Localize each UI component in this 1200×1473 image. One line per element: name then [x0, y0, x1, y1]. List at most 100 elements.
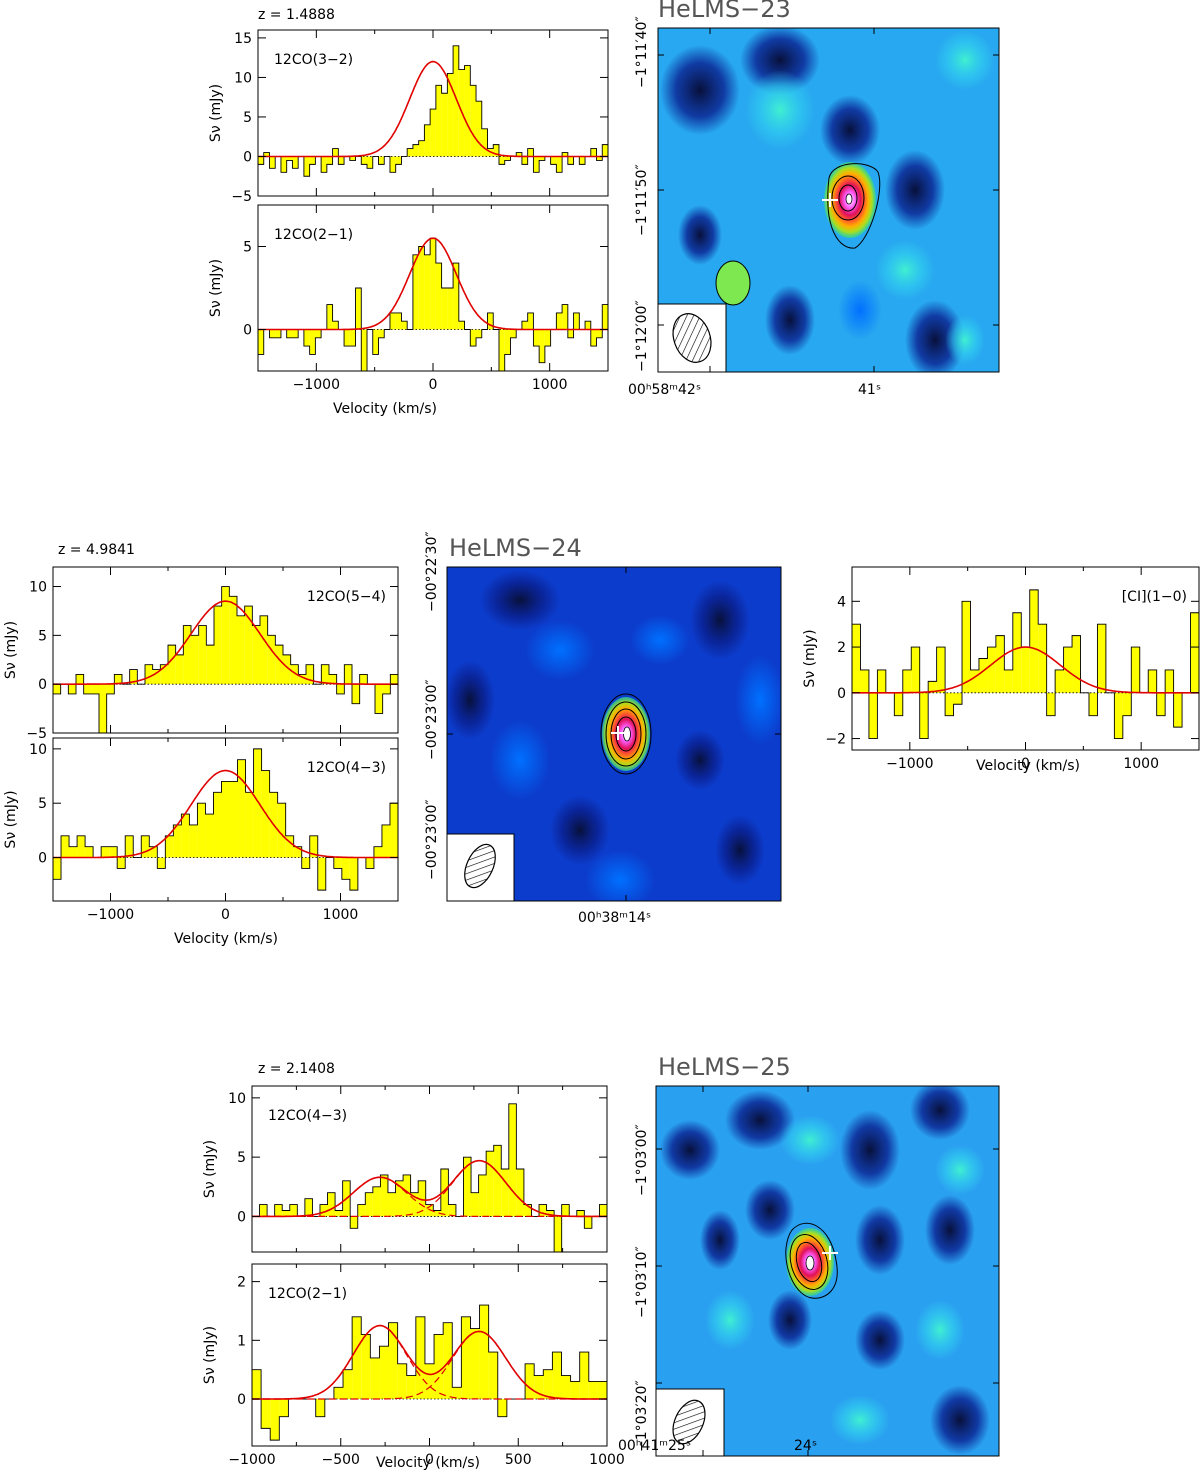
channel-bar — [327, 1192, 336, 1217]
line-label: 12CO(2−1) — [274, 227, 353, 243]
source-name-2: HeLMS−24 — [449, 534, 582, 562]
channel-bar — [303, 329, 310, 347]
x-tick-label: −500 — [322, 1452, 360, 1468]
channel-bar — [552, 1352, 562, 1400]
channel-bar — [245, 792, 254, 858]
x-tick-label: −1000 — [228, 1452, 275, 1468]
channel-bar — [415, 1316, 425, 1400]
channel-bar — [501, 1169, 509, 1217]
channel-bar — [189, 824, 198, 858]
channel-bar — [395, 156, 402, 165]
channel-bar — [1063, 647, 1073, 693]
channel-bar — [389, 156, 396, 173]
channel-bar — [99, 684, 107, 733]
channel-bar — [1122, 692, 1132, 716]
x-tick-label: 1000 — [532, 377, 568, 393]
channel-bar — [279, 1399, 289, 1417]
x-tick-label: 0 — [1021, 756, 1030, 772]
channel-bar — [395, 1180, 404, 1217]
channel-bar — [381, 824, 390, 858]
channel-bar — [378, 329, 385, 338]
y-tick-label: 10 — [234, 70, 252, 86]
channel-bar — [441, 93, 448, 157]
channel-bar — [286, 156, 293, 161]
channel-bar — [283, 654, 291, 685]
y-tick-label: 0 — [243, 323, 252, 339]
channel-bar — [373, 846, 382, 858]
channel-bar — [987, 647, 996, 693]
channel-bar — [534, 1375, 544, 1400]
channel-bar — [274, 1204, 283, 1217]
y-tick-label: 0 — [38, 677, 47, 693]
y-tick-label: 4 — [837, 594, 846, 610]
fit-component-2 — [252, 1330, 607, 1400]
channel-bar — [350, 1216, 358, 1229]
line-label: 12CO(5−4) — [307, 589, 386, 605]
y-axis-label: Sν (mJy) — [202, 1140, 218, 1198]
beam-ellipse-2 — [464, 843, 496, 889]
channel-bar — [584, 1216, 592, 1229]
channel-bar — [191, 635, 199, 685]
channel-bar — [319, 1204, 328, 1217]
channel-bar — [270, 1399, 280, 1441]
channel-bar — [359, 674, 368, 685]
channel-bar — [289, 1204, 298, 1217]
channel-bar — [497, 1399, 507, 1417]
channel-bar — [597, 1381, 607, 1400]
beam-ellipse-1 — [672, 313, 712, 363]
channel-bar — [378, 156, 385, 165]
channel-bar — [336, 684, 345, 694]
gaussian-fit — [852, 646, 1199, 694]
channel-bar — [349, 857, 358, 891]
channel-bar — [562, 304, 568, 330]
channel-bar — [372, 1186, 381, 1217]
channel-bar — [282, 1210, 290, 1217]
channel-bar — [539, 156, 545, 161]
channel-bar — [275, 329, 281, 338]
channel-bar — [252, 1369, 262, 1400]
channel-bar — [229, 596, 237, 685]
channel-bar — [309, 835, 318, 858]
channel-bar — [588, 1381, 598, 1400]
channel-bar — [434, 1334, 444, 1400]
redshift-label-1: z = 1.4888 — [258, 7, 335, 23]
channel-bar — [341, 857, 350, 880]
channel-bar — [479, 1305, 489, 1400]
channel-bar — [919, 692, 929, 739]
channel-bar — [1088, 692, 1098, 716]
channel-bar — [476, 101, 482, 157]
channel-bar — [61, 835, 70, 858]
channel-bar — [561, 1204, 570, 1217]
channel-bar — [410, 1192, 419, 1217]
dec-tick-2a: −00°22′30″ — [424, 531, 440, 612]
dec-tick-2b: −00°23′00″ — [424, 679, 440, 760]
x-tick-label: 500 — [505, 1452, 532, 1468]
channel-bar — [1029, 589, 1039, 693]
y-tick-label: 2 — [237, 1275, 246, 1291]
channel-bar — [418, 140, 425, 157]
channel-bar — [252, 625, 260, 685]
y-axis-label: Sν (mJy) — [208, 84, 224, 142]
channel-bar — [424, 1363, 435, 1400]
line-label: 12CO(3−2) — [274, 52, 353, 68]
channel-bar — [205, 814, 214, 858]
channel-bar — [382, 684, 391, 694]
channel-bar — [418, 246, 425, 330]
channel-bar — [550, 156, 557, 165]
channel-bar — [573, 312, 580, 330]
channel-bar — [260, 615, 268, 685]
channel-bar — [253, 748, 262, 858]
x-tick-label: −1000 — [87, 907, 134, 923]
channel-bar — [389, 803, 398, 858]
channel-bar — [379, 1346, 389, 1400]
channel-bar — [344, 329, 350, 347]
y-tick-label: 0 — [243, 149, 252, 165]
channel-bar — [471, 1192, 479, 1217]
channel-bar — [244, 606, 253, 685]
channel-bar — [487, 312, 494, 330]
channel-bar — [567, 156, 574, 165]
ra-tick-2a: 00ʰ38ᵐ14ˢ — [578, 910, 651, 926]
channel-bar — [292, 156, 299, 169]
x-tick-label: 1000 — [323, 907, 359, 923]
channel-bar — [458, 321, 465, 330]
